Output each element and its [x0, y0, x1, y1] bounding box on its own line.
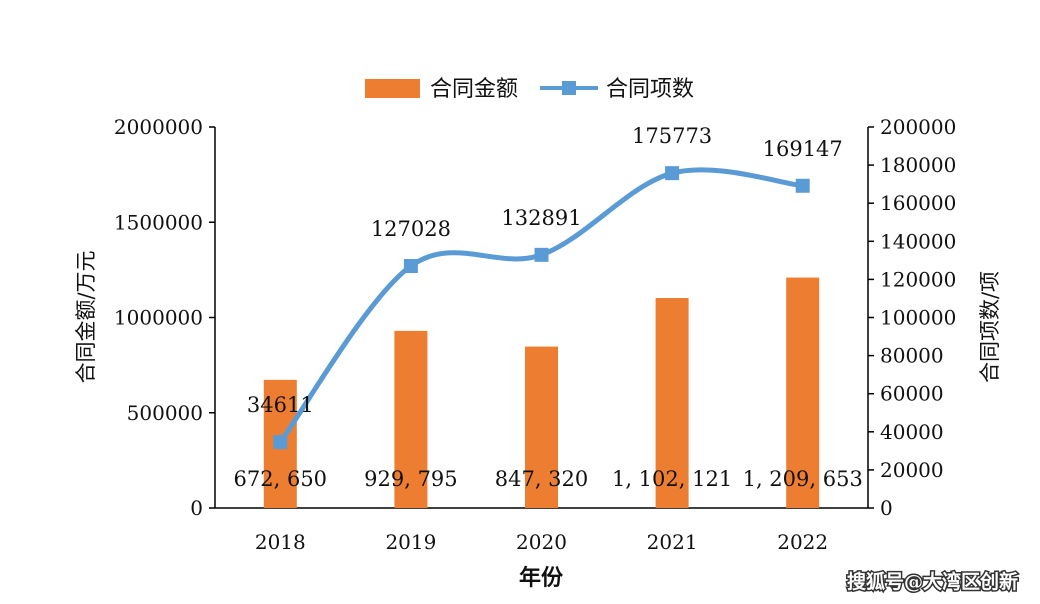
x-tick-label: 2021 — [647, 530, 698, 554]
line-data-label: 169147 — [763, 137, 843, 161]
bar-data-label: 1, 102, 121 — [612, 467, 732, 491]
x-labels: 2018 2019 2020 2021 2022 — [255, 530, 828, 554]
y-left-tick-label: 1500000 — [114, 210, 203, 234]
y-right-tick-label: 0 — [880, 496, 893, 520]
y-right-tick-label: 200000 — [880, 115, 956, 139]
y-right-tick-label: 120000 — [880, 267, 956, 291]
y-right-tick-label: 180000 — [880, 153, 956, 177]
x-tick-label: 2020 — [516, 530, 567, 554]
x-tick-label: 2018 — [255, 530, 306, 554]
legend-swatch-bar — [365, 79, 420, 98]
bar-data-label: 1, 209, 653 — [743, 467, 863, 491]
line-data-label: 34611 — [247, 393, 314, 417]
y-left-title: 合同金额/万元 — [74, 250, 98, 383]
line-marker-2022 — [795, 178, 810, 193]
bar-data-label: 672, 650 — [234, 467, 328, 491]
line-data-label: 175773 — [632, 124, 712, 148]
bar-data-label: 929, 795 — [364, 467, 458, 491]
bar-data-label: 847, 320 — [495, 467, 589, 491]
y-right-tick-label: 40000 — [880, 420, 944, 444]
line-marker-2018 — [273, 435, 288, 450]
line-marker-2020 — [534, 247, 549, 262]
line-marker-2019 — [403, 259, 418, 274]
legend: 合同金额 合同项数 — [365, 77, 694, 102]
data-labels: 672, 650 929, 795 847, 320 1, 102, 121 1, 20… — [234, 124, 863, 491]
y-left-tick-label: 500000 — [127, 401, 203, 425]
y-right-title: 合同项数/项 — [978, 271, 1002, 383]
bar-2021 — [655, 298, 689, 508]
line-series — [273, 166, 810, 450]
line-marker-2021 — [665, 166, 680, 181]
y-left-tick-label: 2000000 — [114, 115, 203, 139]
left-ticks: 0 500000 1000000 1500000 2000000 — [114, 115, 215, 520]
watermark: 搜狐号@大湾区创新 — [847, 570, 1018, 593]
y-right-tick-label: 20000 — [880, 458, 944, 482]
legend-label-bar: 合同金额 — [430, 77, 518, 102]
y-right-tick-label: 60000 — [880, 382, 944, 406]
x-tick-label: 2022 — [777, 530, 828, 554]
bar-2019 — [394, 330, 428, 508]
x-axis-title: 年份 — [519, 565, 564, 591]
y-right-tick-label: 100000 — [880, 306, 956, 330]
legend-swatch-marker — [562, 81, 576, 95]
bars — [263, 277, 820, 508]
line-data-label: 127028 — [371, 217, 451, 241]
y-left-tick-label: 1000000 — [114, 306, 203, 330]
legend-label-line: 合同项数 — [606, 77, 694, 102]
line-data-label: 132891 — [501, 206, 581, 230]
right-ticks: 0 20000 40000 60000 80000 100000 120000 140000 1… — [868, 115, 956, 520]
x-tick-label: 2019 — [385, 530, 436, 554]
bar-2020 — [525, 346, 558, 508]
y-left-tick-label: 0 — [190, 496, 203, 520]
y-right-tick-label: 80000 — [880, 344, 944, 368]
bar-2022 — [786, 277, 820, 508]
y-right-tick-label: 140000 — [880, 229, 956, 253]
y-right-tick-label: 160000 — [880, 191, 956, 215]
